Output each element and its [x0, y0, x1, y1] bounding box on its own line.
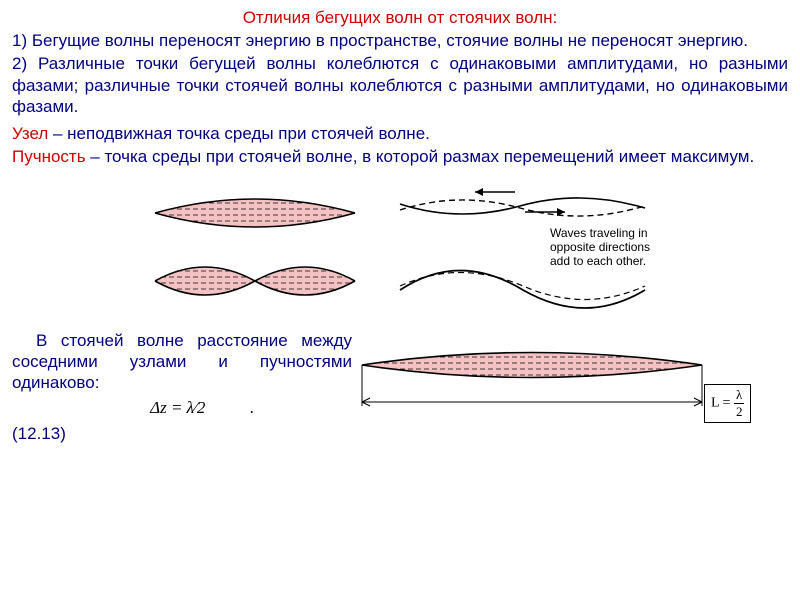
bottom-text-block: В стоячей волне расстояние между соседни…: [12, 330, 352, 444]
node-term: Узел: [12, 124, 48, 143]
formula-row: Δz = λ⁄2 .: [52, 397, 352, 418]
long-envelope-container: L = λ2: [352, 330, 788, 444]
page-root: Отличия бегущих волн от стоячих волн: 1)…: [0, 0, 800, 444]
antinode-term: Пучность: [12, 147, 86, 166]
bottom-paragraph: В стоячей волне расстояние между соседни…: [12, 330, 352, 394]
standing-wave-overtone: [145, 250, 365, 312]
standing-wave-fundamental: [145, 182, 365, 244]
traveling-waves-diagram: Waves traveling in opposite directions a…: [395, 182, 655, 312]
node-rest: – неподвижная точка среды при стоячей во…: [48, 124, 430, 143]
paragraph-1: 1) Бегущие волны переносят энергию в про…: [12, 30, 788, 51]
L-frac-num: λ: [734, 387, 745, 404]
diagram-row: Waves traveling in opposite directions a…: [12, 182, 788, 312]
formula-deltaZ: Δz = λ⁄2: [150, 398, 205, 417]
antinode-definition: Пучность – точка среды при стоячей волне…: [12, 146, 788, 167]
formula-dot: .: [210, 398, 254, 417]
paragraph-2: 2) Различные точки бегущей волны колеблю…: [12, 53, 788, 117]
traveling-label-1: Waves traveling in: [550, 226, 648, 240]
L-fraction: λ2: [734, 387, 745, 420]
traveling-label-2: opposite directions: [550, 240, 650, 254]
L-frac-den: 2: [734, 404, 745, 420]
standing-waves-column: [145, 182, 365, 312]
equation-number: (12.13): [12, 423, 352, 444]
node-definition: Узел – неподвижная точка среды при стояч…: [12, 123, 788, 144]
bottom-row: В стоячей волне расстояние между соседни…: [12, 330, 788, 444]
traveling-label-3: add to each other.: [550, 254, 646, 268]
antinode-rest: – точка среды при стоячей волне, в котор…: [86, 147, 755, 166]
title-heading: Отличия бегущих волн от стоячих волн:: [12, 8, 788, 28]
L-formula-box: L = λ2: [704, 384, 751, 423]
traveling-waves-column: Waves traveling in opposite directions a…: [395, 182, 655, 312]
L-label: L =: [711, 395, 734, 410]
